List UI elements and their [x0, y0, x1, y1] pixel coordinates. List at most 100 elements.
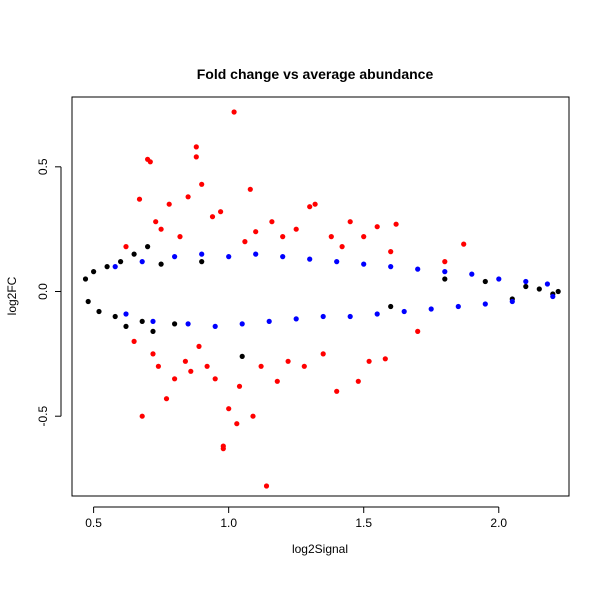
- x-tick-label: 1.5: [355, 516, 372, 530]
- data-point: [163, 396, 170, 402]
- data-point: [388, 249, 394, 255]
- data-point: [280, 254, 286, 260]
- data-point: [172, 321, 178, 327]
- data-point: [312, 201, 318, 207]
- data-point: [123, 311, 129, 317]
- data-point: [355, 378, 361, 384]
- data-point: [347, 219, 353, 225]
- data-point: [153, 219, 159, 225]
- data-point: [455, 303, 461, 310]
- data-point: [339, 244, 345, 250]
- data-point: [274, 378, 280, 384]
- data-point: [482, 301, 488, 307]
- data-point: [482, 278, 488, 285]
- data-point: [131, 338, 137, 344]
- data-point: [269, 219, 275, 225]
- data-point: [266, 318, 272, 324]
- data-point: [307, 256, 313, 262]
- data-point: [550, 293, 556, 300]
- y-tick-label: 0.0: [36, 283, 50, 300]
- data-point: [263, 483, 270, 489]
- data-point: [536, 286, 542, 292]
- data-point: [155, 363, 161, 369]
- x-axis: 0.5 1.0 1.5 2.0: [85, 506, 507, 530]
- data-point: [172, 376, 178, 382]
- data-point: [280, 234, 286, 240]
- data-point: [361, 261, 367, 267]
- data-point: [347, 313, 353, 320]
- data-point: [320, 313, 326, 320]
- x-tick-label: 1.0: [220, 516, 237, 530]
- data-point: [285, 358, 291, 364]
- data-point: [139, 318, 145, 324]
- data-point: [401, 308, 407, 315]
- data-point: [112, 264, 118, 270]
- data-point: [366, 358, 372, 364]
- data-point: [388, 303, 394, 310]
- data-point: [523, 278, 529, 285]
- chart-title: Fold change vs average abundance: [197, 66, 434, 82]
- data-point: [293, 316, 299, 322]
- data-point: [158, 261, 164, 267]
- data-point: [523, 283, 529, 290]
- data-point: [139, 413, 145, 419]
- data-point: [544, 281, 551, 287]
- y-axis: -0.5 0.0 0.5: [36, 158, 62, 427]
- data-point: [96, 308, 102, 315]
- data-point: [496, 276, 502, 282]
- data-point: [226, 254, 232, 260]
- data-point: [469, 271, 475, 277]
- data-point: [250, 413, 256, 419]
- data-point: [136, 196, 143, 202]
- data-point: [150, 318, 156, 324]
- data-point: [415, 266, 421, 272]
- data-point: [334, 259, 340, 265]
- data-point: [218, 209, 224, 215]
- data-point: [158, 226, 164, 232]
- data-point: [172, 254, 178, 260]
- data-point: [509, 298, 515, 305]
- data-point: [166, 201, 172, 207]
- data-point: [234, 421, 240, 427]
- y-tick-label: 0.5: [36, 158, 50, 175]
- data-point: [442, 276, 448, 282]
- data-point: [382, 356, 388, 362]
- x-tick-label: 2.0: [490, 516, 507, 530]
- data-point: [199, 181, 205, 187]
- data-point: [415, 328, 421, 334]
- plot-frame: [71, 96, 570, 497]
- data-point: [242, 239, 248, 245]
- data-point: [393, 221, 399, 227]
- y-axis-label: log2FC: [5, 276, 19, 315]
- data-point: [334, 388, 340, 394]
- data-point: [193, 144, 199, 150]
- data-point: [220, 443, 226, 449]
- data-point: [139, 259, 145, 265]
- data-point: [293, 226, 299, 232]
- data-point: [123, 244, 129, 250]
- data-point: [193, 154, 199, 160]
- data-point: [185, 194, 191, 200]
- data-point: [236, 383, 243, 389]
- data-point: [258, 363, 264, 369]
- data-point: [226, 406, 232, 412]
- data-point: [131, 251, 137, 257]
- x-tick-label: 0.5: [85, 516, 102, 530]
- data-point: [177, 234, 183, 240]
- data-point: [112, 313, 118, 320]
- data-point: [209, 214, 216, 220]
- data-point: [188, 368, 194, 374]
- data-point: [388, 264, 394, 270]
- data-point: [91, 269, 97, 275]
- data-point: [212, 323, 218, 329]
- data-point: [199, 259, 205, 265]
- data-point: [239, 353, 245, 359]
- data-point: [328, 234, 334, 240]
- data-point: [374, 311, 380, 317]
- data-point: [231, 109, 237, 115]
- data-point: [374, 224, 380, 230]
- data-point: [196, 343, 202, 349]
- data-point: [104, 264, 110, 270]
- data-point: [442, 259, 448, 265]
